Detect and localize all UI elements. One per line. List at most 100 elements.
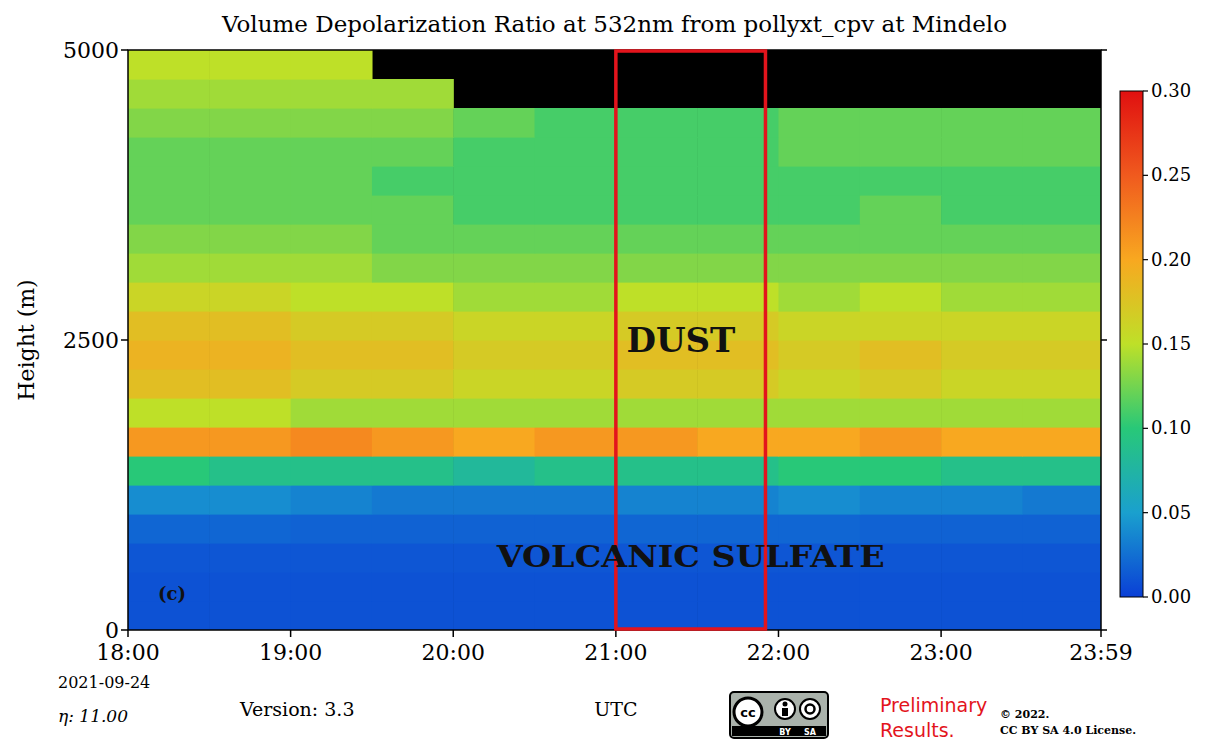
x-tick	[940, 630, 942, 637]
cell	[209, 195, 291, 225]
cell	[453, 601, 535, 630]
cell	[209, 108, 291, 138]
cell	[535, 340, 617, 370]
cell	[1022, 340, 1101, 370]
cell	[453, 340, 535, 370]
x-tick-label: 23:59	[1069, 640, 1132, 665]
colorbar-tick	[1143, 90, 1148, 91]
cell	[291, 456, 373, 486]
cell	[209, 485, 291, 515]
cell	[291, 427, 373, 457]
cell	[372, 195, 454, 225]
cell	[535, 137, 617, 167]
y-axis-title: Height (m)	[14, 279, 39, 400]
plot-frame	[128, 50, 1101, 630]
cell	[1022, 166, 1101, 196]
colorbar-tick	[1143, 428, 1148, 429]
license: CC BY SA 4.0 License.	[1000, 724, 1136, 737]
cell	[453, 166, 535, 196]
cell	[616, 166, 698, 196]
cc-text: cc	[740, 705, 755, 720]
cell	[291, 398, 373, 428]
cell	[860, 340, 942, 370]
cell	[941, 369, 1023, 399]
colorbar-tick	[1143, 259, 1148, 260]
x-tick	[290, 630, 292, 637]
cell	[128, 137, 210, 167]
cc-circle	[734, 698, 762, 726]
cell	[778, 311, 860, 341]
cell	[291, 108, 373, 138]
cell	[860, 166, 942, 196]
cell	[372, 340, 454, 370]
x-tick-label: 20:00	[422, 640, 485, 665]
by-icon-body	[782, 708, 788, 716]
cell	[209, 369, 291, 399]
cell	[128, 282, 210, 312]
cell	[453, 253, 535, 283]
cell	[372, 253, 454, 283]
colorbar-tick-label: 0.25	[1151, 164, 1191, 185]
cell	[778, 456, 860, 486]
cell	[209, 282, 291, 312]
cell	[860, 601, 942, 630]
cell	[291, 340, 373, 370]
cell	[128, 108, 210, 138]
cell	[128, 50, 210, 80]
cell	[535, 572, 617, 602]
cell	[778, 398, 860, 428]
cell	[209, 166, 291, 196]
cell	[291, 311, 373, 341]
cell	[209, 137, 291, 167]
plot-background	[128, 50, 1101, 630]
cell	[535, 427, 617, 457]
cell	[1022, 398, 1101, 428]
cell	[860, 572, 942, 602]
cell	[372, 137, 454, 167]
cell	[941, 166, 1023, 196]
cell	[128, 601, 210, 630]
cell	[291, 514, 373, 544]
cell	[372, 311, 454, 341]
cell	[535, 369, 617, 399]
cell	[941, 311, 1023, 341]
cell	[1022, 369, 1101, 399]
cell	[778, 224, 860, 254]
cell	[941, 195, 1023, 225]
cell	[1022, 456, 1101, 486]
cell	[616, 253, 698, 283]
cell	[372, 485, 454, 515]
cell	[616, 456, 698, 486]
cell	[128, 166, 210, 196]
cell	[128, 340, 210, 370]
cell	[535, 166, 617, 196]
cell	[128, 224, 210, 254]
cell	[778, 601, 860, 630]
cell	[209, 340, 291, 370]
y-tick-right	[1101, 339, 1107, 341]
cell	[372, 427, 454, 457]
x-tick	[452, 630, 454, 637]
cell	[941, 572, 1023, 602]
cell	[453, 195, 535, 225]
colorbar-tick-label: 0.00	[1151, 586, 1191, 607]
colorbar-tick	[1143, 343, 1148, 344]
cell	[291, 485, 373, 515]
cell	[1022, 108, 1101, 138]
cell	[291, 166, 373, 196]
sa-icon	[806, 705, 815, 714]
annotation: VOLCANIC SULFATE	[496, 539, 885, 574]
cell	[778, 340, 860, 370]
cell	[616, 485, 698, 515]
cell	[291, 601, 373, 630]
cell	[1022, 601, 1101, 630]
cell	[372, 108, 454, 138]
status: Preliminary	[880, 694, 987, 716]
y-tick-label: 5000	[63, 38, 119, 63]
by-circle	[775, 699, 795, 719]
cell	[209, 224, 291, 254]
status: Results.	[880, 719, 955, 741]
cell	[860, 108, 942, 138]
chart: Volume Depolarization Ratio at 532nm fro…	[0, 0, 1211, 745]
cell	[860, 427, 942, 457]
